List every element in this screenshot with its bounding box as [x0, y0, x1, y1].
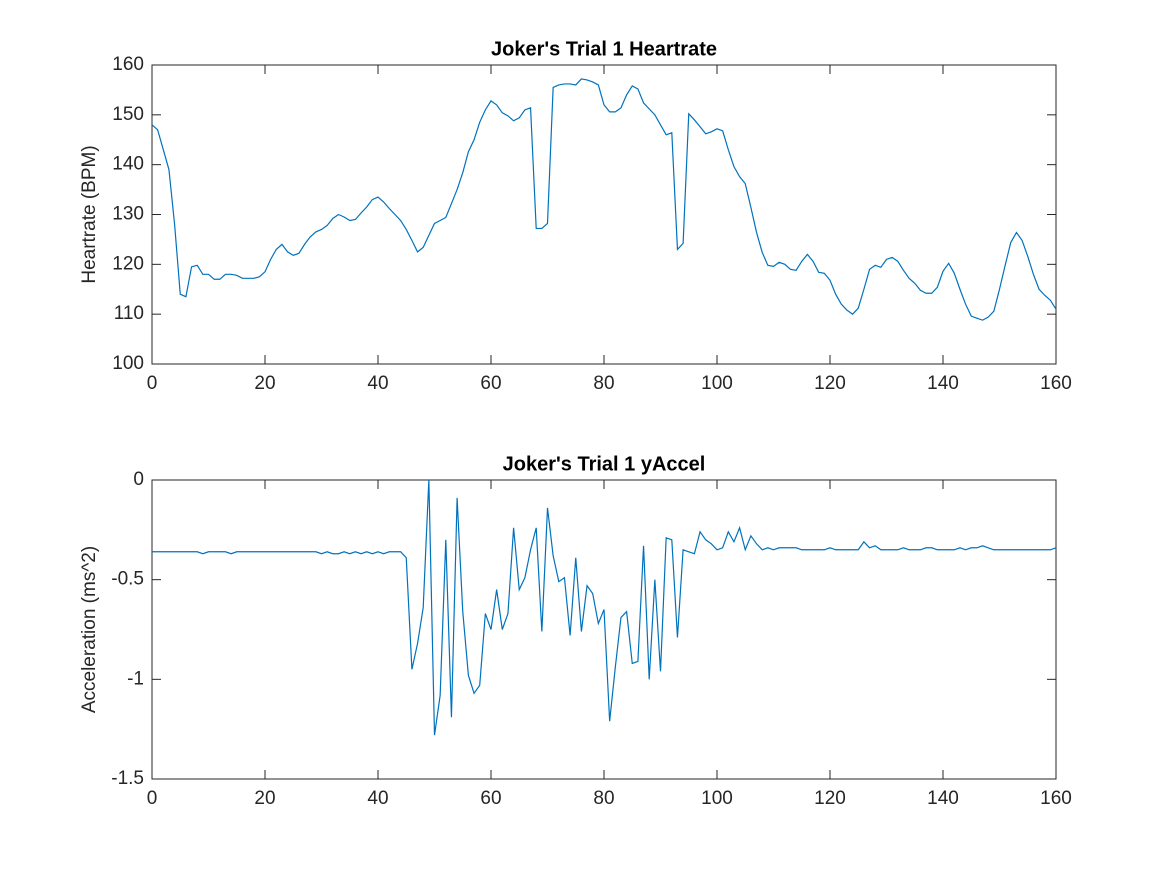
y-tick-label: 120	[112, 253, 144, 274]
axes: 0 20 40 60 80 100 120 140 160 -1.5 -1 -0.5 0 Joker's …	[79, 453, 1072, 809]
y-tick-label: 100	[112, 353, 144, 374]
axes: 0 20 40 60 80 100 120 140 160 100 110 120 130 140 150 1…	[79, 38, 1072, 394]
x-tick-label: 100	[701, 788, 733, 809]
data-line	[151, 78, 1057, 321]
x-tick-label: 140	[927, 788, 959, 809]
y-tick-label: -1	[127, 668, 144, 689]
x-tick-label: 160	[1040, 373, 1072, 394]
x-tick-label: 60	[480, 373, 501, 394]
x-tick-label: 0	[147, 788, 158, 809]
x-tick-label: 160	[1040, 788, 1072, 809]
x-tick-label: 120	[814, 373, 846, 394]
x-tick-label: 40	[367, 788, 388, 809]
x-tick-label: 0	[147, 373, 158, 394]
x-tick-label: 140	[927, 373, 959, 394]
y-tick-label: -1.5	[111, 768, 144, 789]
x-tick-label: 60	[480, 788, 501, 809]
x-tick-label: 40	[367, 373, 388, 394]
y-tick-label: 0	[133, 469, 144, 490]
x-tick-label: 100	[701, 373, 733, 394]
y-tick-label: 150	[112, 104, 144, 125]
plot-area	[151, 64, 1057, 365]
y-tick-label: 140	[112, 154, 144, 175]
y-tick-label: 160	[112, 54, 144, 75]
x-tick-label: 80	[593, 373, 614, 394]
data-line	[152, 479, 1057, 736]
y-tick-label: -0.5	[111, 569, 144, 590]
y-axis-label: Heartrate (BPM)	[79, 145, 100, 283]
plot-area	[151, 479, 1057, 780]
x-tick-label: 120	[814, 788, 846, 809]
y-tick-label: 130	[112, 204, 144, 225]
chart-title: Joker's Trial 1 Heartrate	[491, 38, 717, 60]
x-tick-label: 20	[254, 788, 275, 809]
x-tick-label: 20	[254, 373, 275, 394]
y-tick-label: 110	[114, 303, 144, 324]
x-tick-label: 80	[593, 788, 614, 809]
y-axis-label: Acceleration (ms^2)	[79, 546, 100, 713]
chart-title: Joker's Trial 1 yAccel	[503, 453, 706, 475]
